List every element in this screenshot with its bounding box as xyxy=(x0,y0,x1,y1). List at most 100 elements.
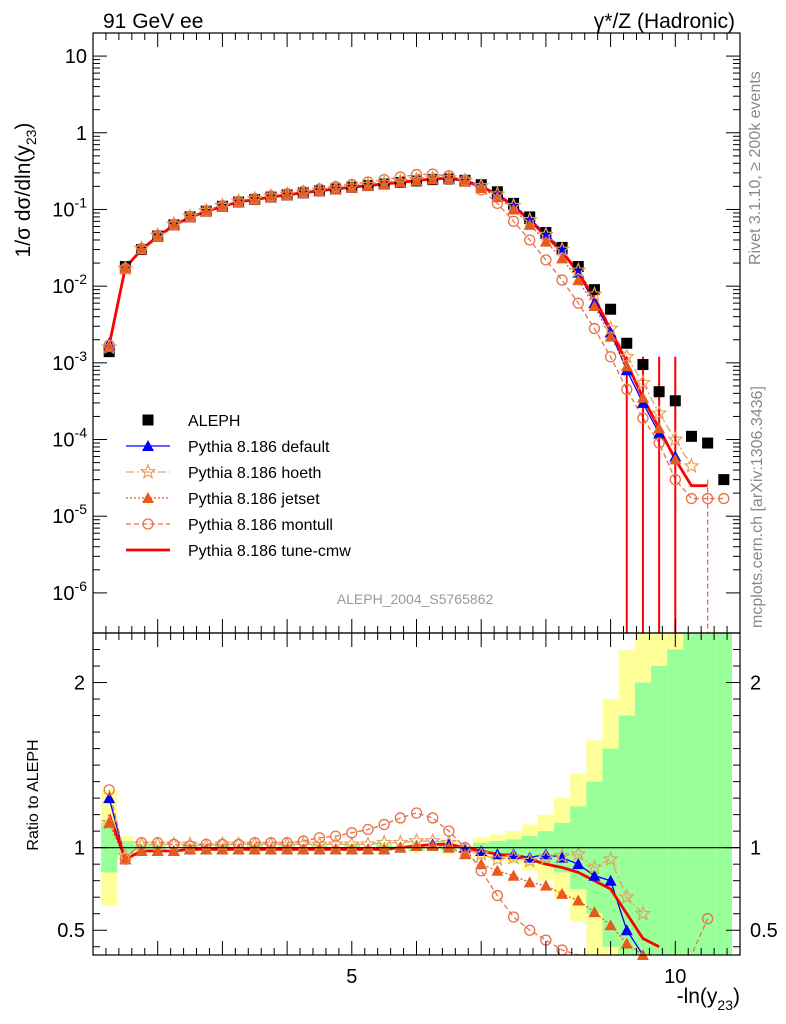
point-pythia-8-186-montull xyxy=(119,262,131,275)
legend-marker xyxy=(142,492,154,503)
point-aleph xyxy=(669,395,681,407)
point-pythia-8-186-montull xyxy=(685,492,698,505)
point-aleph xyxy=(685,430,697,442)
y-tick-label: 10 xyxy=(65,46,87,68)
point-aleph xyxy=(572,261,584,273)
point-pythia-8-186-jetset xyxy=(572,274,585,286)
ratio-point-pythia-8-186-montull xyxy=(184,840,196,852)
y-tick-label: 10-3 xyxy=(52,348,87,375)
ratio-point-pythia-8-186-jetset xyxy=(507,869,520,881)
x-axis-title-prefix: -ln(y xyxy=(677,985,718,1008)
legend-marker xyxy=(142,518,154,530)
point-pythia-8-186-montull xyxy=(507,215,520,227)
ratio-tick-label-right: 1 xyxy=(750,838,761,860)
y-tick-exponent: -6 xyxy=(75,578,88,594)
ratio-point-pythia-8-186-hoeth xyxy=(586,858,603,875)
point-pythia-8-186-jetset xyxy=(604,330,617,342)
ratio-point-pythia-8-186-jetset xyxy=(167,844,180,856)
point-pythia-8-186-montull xyxy=(702,492,714,505)
ratio-point-pythia-8-186-default xyxy=(588,869,601,881)
ratio-tick-label-right: 2 xyxy=(750,673,761,695)
ratio-band-stat xyxy=(667,649,684,955)
point-pythia-8-186-hoeth xyxy=(618,348,635,364)
point-pythia-8-186-hoeth xyxy=(569,261,587,278)
point-pythia-8-186-jetset xyxy=(620,360,633,372)
point-pythia-8-186-montull xyxy=(669,473,681,486)
ratio-point-pythia-8-186-jetset xyxy=(361,843,374,855)
ratio-point-pythia-8-186-montull xyxy=(378,818,390,831)
y-tick-exponent: -2 xyxy=(75,271,88,287)
ratio-point-pythia-8-186-montull xyxy=(346,827,358,839)
y-tick-base: 10 xyxy=(52,430,74,452)
point-pythia-8-186-montull xyxy=(394,171,406,183)
ratio-band-stat xyxy=(715,633,732,955)
ratio-point-pythia-8-186-hoeth xyxy=(553,847,571,863)
mcplots-reference-label: mcplots.cern.ch [arXiv:1306.3436] xyxy=(749,386,766,628)
x-axis-title: -ln(y23) xyxy=(677,985,740,1013)
ratio-point-pythia-8-186-hoeth xyxy=(618,888,636,905)
point-pythia-8-186-montull xyxy=(637,412,649,424)
y-tick-base: 10 xyxy=(52,506,74,528)
point-pythia-8-186-jetset xyxy=(475,182,488,194)
y-tick-base: 10 xyxy=(52,199,74,221)
ratio-point-pythia-8-186-jetset xyxy=(556,887,569,899)
ratio-point-pythia-8-186-montull xyxy=(297,835,309,847)
point-pythia-8-186-montull xyxy=(621,383,633,396)
y-tick-exponent: -5 xyxy=(75,501,88,517)
ratio-point-pythia-8-186-jetset xyxy=(248,843,261,855)
point-aleph xyxy=(637,359,649,371)
ratio-point-pythia-8-186-jetset xyxy=(588,906,601,918)
ratio-point-pythia-8-186-jetset xyxy=(151,844,164,856)
point-pythia-8-186-montull xyxy=(297,185,309,198)
ratio-point-pythia-8-186-montull xyxy=(475,865,487,877)
point-pythia-8-186-jetset xyxy=(329,183,342,195)
y-tick-base: 10 xyxy=(52,353,74,375)
ratio-point-pythia-8-186-montull xyxy=(119,853,131,865)
ratio-point-pythia-8-186-montull xyxy=(168,838,180,851)
point-pythia-8-186-montull xyxy=(459,174,471,186)
point-pythia-8-186-montull xyxy=(313,183,326,195)
ratio-point-pythia-8-186-hoeth xyxy=(472,845,490,862)
x-tick-label: 10 xyxy=(664,966,686,988)
point-pythia-8-186-jetset xyxy=(361,179,374,191)
y-tick-base: 10 xyxy=(52,276,74,298)
ratio-point-pythia-8-186-default xyxy=(620,924,633,936)
ratio-point-pythia-8-186-montull xyxy=(443,825,455,837)
ratio-point-pythia-8-186-jetset xyxy=(297,843,310,855)
point-pythia-8-186-montull xyxy=(346,178,358,191)
legend-label: Pythia 8.186 jetset xyxy=(188,491,320,508)
ratio-point-pythia-8-186-montull xyxy=(103,784,115,796)
ratio-point-pythia-8-186-hoeth xyxy=(634,905,652,921)
point-pythia-8-186-montull xyxy=(216,200,229,212)
ratio-point-pythia-8-186-jetset xyxy=(119,853,132,865)
point-pythia-8-186-montull xyxy=(249,192,261,205)
ratio-point-pythia-8-186-jetset xyxy=(281,843,294,855)
legend: ALEPH Pythia 8.186 default Pythia 8.186 ho… xyxy=(126,413,351,560)
ratio-point-pythia-8-186-jetset xyxy=(378,843,391,855)
ratio-point-pythia-8-186-jetset xyxy=(491,864,504,876)
rivet-version-label: Rivet 3.1.10, ≥ 200k events xyxy=(747,71,764,265)
ratio-point-pythia-8-186-default xyxy=(103,792,116,804)
y-axis-title-sub: 23 xyxy=(23,129,39,145)
ratio-point-pythia-8-186-jetset xyxy=(135,844,148,856)
ratio-point-pythia-8-186-montull xyxy=(524,924,536,936)
point-aleph xyxy=(718,474,730,486)
point-pythia-8-186-montull xyxy=(362,176,374,188)
point-pythia-8-186-montull xyxy=(475,184,487,196)
ratio-point-pythia-8-186-hoeth xyxy=(537,848,555,865)
ratio-tick-label: 0.5 xyxy=(57,920,85,942)
point-pythia-8-186-jetset xyxy=(556,252,569,264)
ratio-point-pythia-8-186-montull xyxy=(232,838,245,851)
ratio-point-pythia-8-186-hoeth xyxy=(602,850,619,867)
ratio-point-pythia-8-186-hoeth xyxy=(505,848,522,865)
legend-label: ALEPH xyxy=(188,413,240,430)
ratio-point-pythia-8-186-jetset xyxy=(345,843,358,855)
ratio-uncertainty-bands xyxy=(101,633,732,955)
point-pythia-8-186-hoeth xyxy=(683,457,700,474)
x-axis-title-sub: 23 xyxy=(717,997,733,1013)
y-tick-label: 10-1 xyxy=(52,194,87,221)
point-pythia-8-186-montull xyxy=(524,234,536,246)
legend-label: Pythia 8.186 hoeth xyxy=(188,465,321,482)
legend-marker xyxy=(139,463,157,480)
